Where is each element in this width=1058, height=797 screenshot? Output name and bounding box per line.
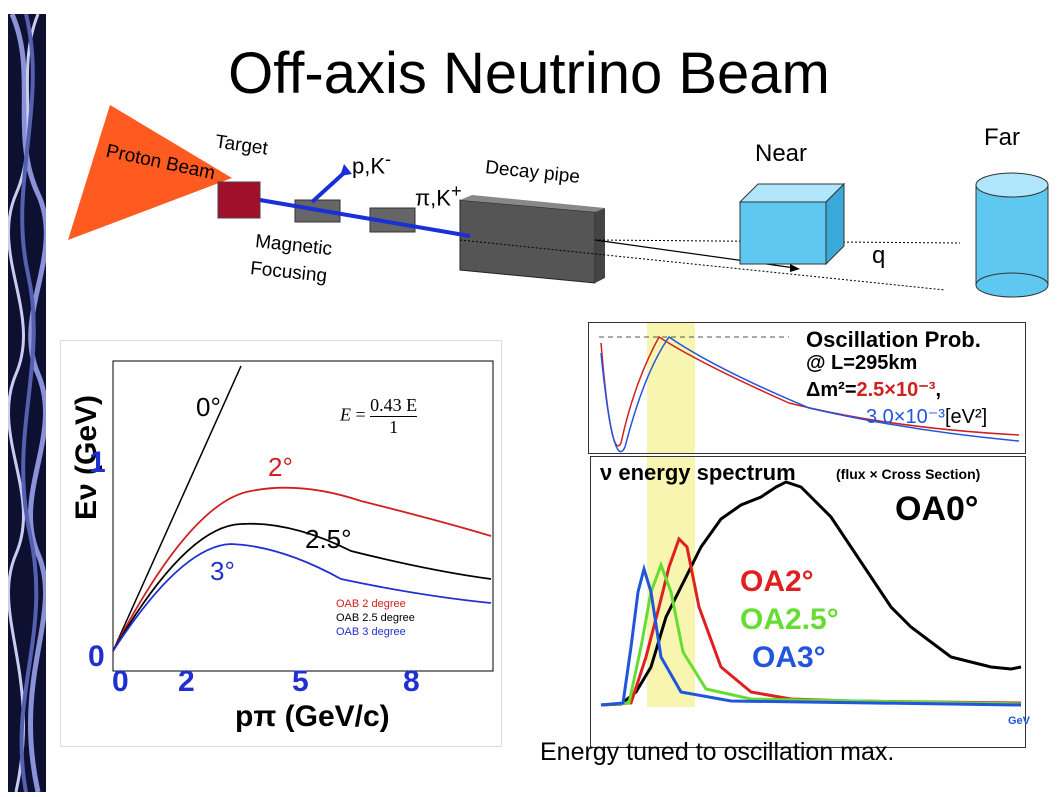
- axis-line: [594, 239, 961, 244]
- oscillation-svg: [599, 323, 1020, 453]
- plus-particles-label: π,K+: [415, 180, 462, 211]
- spectrum-plot: [590, 456, 1026, 748]
- curve-25deg: [112, 522, 492, 652]
- osc-dm2: Δm²=2.5×10⁻³,: [806, 379, 942, 401]
- curve-2deg: [112, 486, 492, 652]
- osc-dm2-alt: 3.0×10⁻³[eV²]: [866, 406, 988, 428]
- formula: E = 0.43 E 1: [340, 395, 418, 437]
- offaxis-line: [459, 239, 946, 291]
- spectrum-oa3: [600, 563, 1022, 707]
- spectrum-subtitle: (flux × Cross Section): [836, 466, 981, 482]
- x-axis-label: pπ (GeV/c): [235, 700, 390, 733]
- legend-oa3: OAB 3 degree: [336, 626, 406, 638]
- curve-label-3: 3°: [210, 556, 235, 586]
- spectrum-oa25: [600, 560, 1022, 707]
- label-oa0: OA0°: [895, 490, 979, 528]
- spectrum-svg: [600, 457, 1022, 707]
- minus-particles-label: p,K-: [352, 148, 392, 179]
- spectrum-oa0: [600, 480, 1022, 707]
- big-x-tick-5: 5: [292, 665, 309, 698]
- decorative-sidebar: [7, 13, 49, 793]
- curve-label-0: 0°: [196, 392, 221, 422]
- big-x-tick-2: 2: [178, 665, 195, 698]
- spectrum-title: ν energy spectrum: [600, 460, 796, 485]
- osc-baseline: @ L=295km: [806, 352, 918, 374]
- caption: Energy tuned to oscillation max.: [540, 738, 895, 766]
- curve-0deg: [112, 365, 242, 652]
- energy-momentum-plot: [60, 340, 502, 747]
- big-y-tick-1: 1: [89, 446, 106, 479]
- swirl-pattern-icon: [7, 13, 49, 793]
- beamline-diagram: [68, 105, 1049, 298]
- angle-label: q: [872, 242, 886, 269]
- osc-curve-30: [600, 335, 1020, 453]
- oscillation-plot: [588, 322, 1026, 454]
- curve-label-25: 2.5°: [305, 524, 352, 554]
- near-label: Near: [755, 140, 808, 167]
- big-y-tick-0: 0: [88, 640, 105, 673]
- beam-line: [259, 198, 471, 238]
- legend-oa2: OAB 2 degree: [336, 598, 406, 610]
- near-detector: [739, 201, 827, 265]
- label-oa25: OA2.5°: [740, 603, 839, 636]
- curve-3deg: [112, 543, 492, 652]
- osc-title: Oscillation Prob.: [806, 327, 981, 352]
- big-x-tick-0: 0: [112, 665, 129, 698]
- spectrum-x-unit: GeV: [1008, 715, 1031, 727]
- target-block: [217, 181, 261, 219]
- page-title: Off-axis Neutrino Beam: [228, 41, 830, 106]
- label-oa3: OA3°: [752, 641, 826, 674]
- big-x-tick-8: 8: [403, 665, 420, 698]
- far-detector: [975, 184, 1049, 286]
- label-oa2: OA2°: [740, 565, 814, 598]
- proton-beam-cone: [68, 105, 232, 240]
- legend-oa25: OAB 2.5 degree: [336, 612, 415, 624]
- decay-pipe-block: [459, 199, 596, 284]
- curve-label-2: 2°: [268, 452, 293, 482]
- far-label: Far: [984, 124, 1020, 151]
- energy-momentum-svg: [112, 360, 494, 672]
